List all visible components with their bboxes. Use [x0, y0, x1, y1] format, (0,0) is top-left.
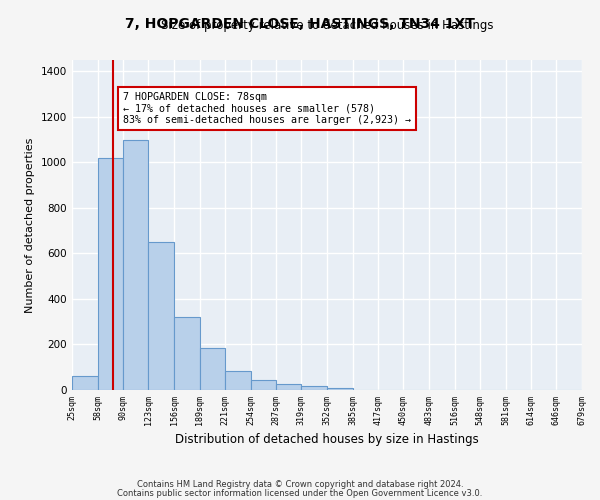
- X-axis label: Distribution of detached houses by size in Hastings: Distribution of detached houses by size …: [175, 433, 479, 446]
- Text: 7 HOPGARDEN CLOSE: 78sqm
← 17% of detached houses are smaller (578)
83% of semi-: 7 HOPGARDEN CLOSE: 78sqm ← 17% of detach…: [124, 92, 412, 125]
- Bar: [251, 380, 277, 390]
- Bar: [277, 384, 301, 390]
- Bar: [174, 317, 200, 390]
- Title: Size of property relative to detached houses in Hastings: Size of property relative to detached ho…: [161, 20, 493, 32]
- Bar: [301, 386, 327, 390]
- Bar: [122, 140, 148, 390]
- Bar: [148, 242, 174, 390]
- Bar: [225, 370, 251, 390]
- Bar: [327, 388, 353, 390]
- Text: Contains public sector information licensed under the Open Government Licence v3: Contains public sector information licen…: [118, 488, 482, 498]
- Bar: [72, 376, 98, 390]
- Text: Contains HM Land Registry data © Crown copyright and database right 2024.: Contains HM Land Registry data © Crown c…: [137, 480, 463, 489]
- Bar: [98, 158, 122, 390]
- Y-axis label: Number of detached properties: Number of detached properties: [25, 138, 35, 312]
- Text: 7, HOPGARDEN CLOSE, HASTINGS, TN34 1XT: 7, HOPGARDEN CLOSE, HASTINGS, TN34 1XT: [125, 18, 475, 32]
- Bar: [200, 348, 225, 390]
